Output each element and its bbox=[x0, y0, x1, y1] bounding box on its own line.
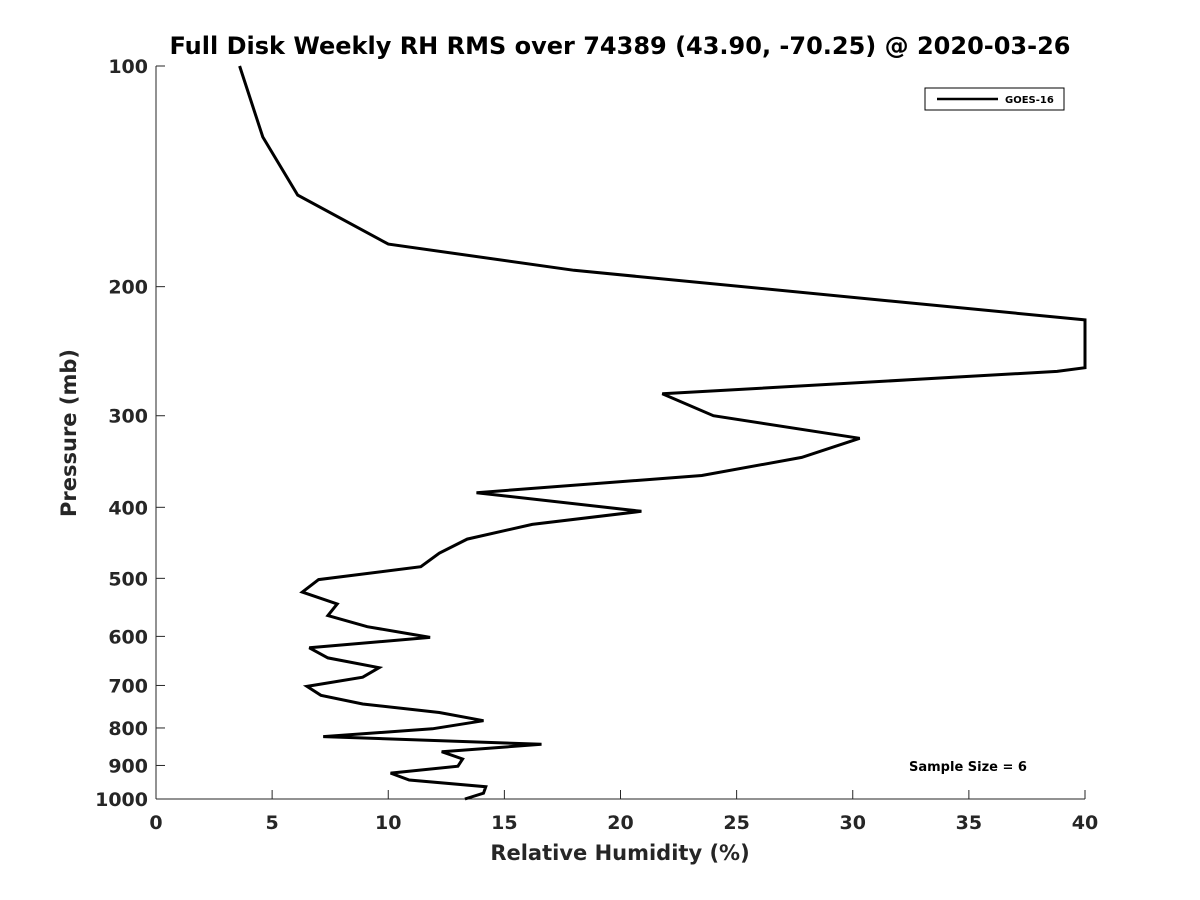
chart-title: Full Disk Weekly RH RMS over 74389 (43.9… bbox=[169, 32, 1070, 60]
y-tick-label: 500 bbox=[108, 568, 148, 590]
x-tick-label: 15 bbox=[491, 812, 517, 834]
y-tick-label: 600 bbox=[108, 626, 148, 648]
x-tick-label: 40 bbox=[1072, 812, 1098, 834]
series-line-goes-16 bbox=[238, 65, 1087, 801]
series-layer bbox=[238, 65, 1087, 801]
x-tick-label: 5 bbox=[266, 812, 279, 834]
legend: GOES-16 bbox=[924, 87, 1065, 111]
y-tick-label: 900 bbox=[108, 755, 148, 777]
x-tick-label: 25 bbox=[723, 812, 749, 834]
y-tick-label: 200 bbox=[108, 277, 148, 299]
legend-label-goes-16: GOES-16 bbox=[1005, 95, 1054, 106]
x-tick-label: 10 bbox=[375, 812, 401, 834]
sample-size-annotation: Sample Size = 6 bbox=[909, 760, 1027, 775]
y-tick-label: 300 bbox=[108, 406, 148, 428]
x-axis: 0 5 10 15 20 25 30 35 40 bbox=[149, 790, 1098, 834]
y-tick-label: 700 bbox=[108, 675, 148, 697]
y-tick-label: 100 bbox=[108, 56, 148, 78]
y-axis-label: Pressure (mb) bbox=[57, 349, 81, 517]
y-tick-label: 400 bbox=[108, 497, 148, 519]
x-axis-label: Relative Humidity (%) bbox=[490, 841, 749, 865]
x-tick-label: 35 bbox=[956, 812, 982, 834]
x-tick-label: 20 bbox=[607, 812, 633, 834]
y-axis: 100 200 300 400 500 600 700 800 900 1000 bbox=[95, 56, 165, 811]
x-tick-label: 30 bbox=[840, 812, 866, 834]
y-tick-label: 800 bbox=[108, 718, 148, 740]
y-tick-label: 1000 bbox=[95, 789, 148, 811]
x-tick-label: 0 bbox=[149, 812, 162, 834]
